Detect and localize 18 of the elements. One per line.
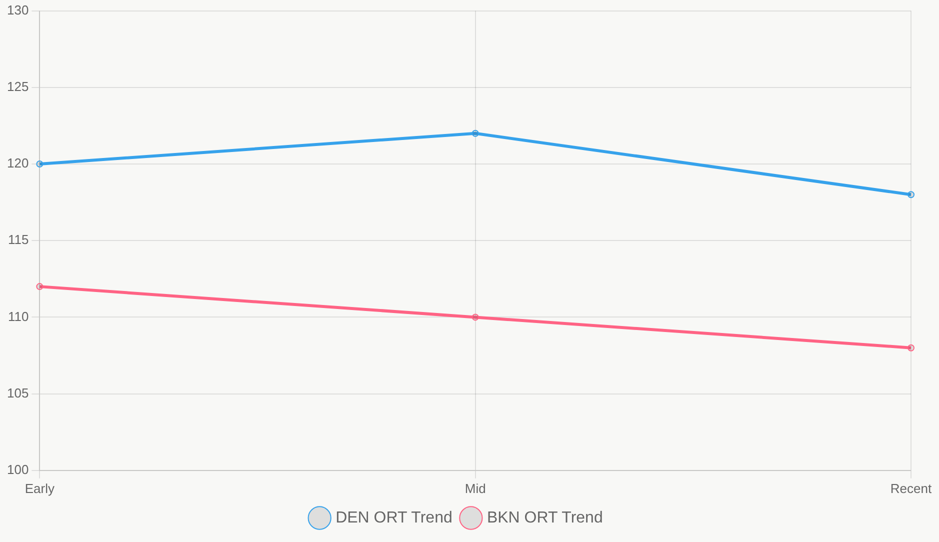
point [908, 344, 914, 352]
y-tick-label: 130 [6, 2, 29, 18]
y-tick-label: 110 [8, 308, 29, 324]
legend-label: BKN ORT Trend [486, 509, 603, 526]
y-tick-label: 120 [6, 156, 29, 171]
x-tick-label: Recent [890, 480, 932, 496]
point [36, 160, 44, 168]
y-tick-label: 100 [6, 462, 29, 477]
x-tick-label: Early [24, 480, 55, 496]
point [908, 191, 914, 198]
point [472, 130, 479, 137]
y-tick-label: 125 [6, 78, 29, 94]
point [472, 314, 479, 321]
y-tick-label: 115 [8, 232, 29, 248]
legend-label: DEN ORT Trend [336, 509, 452, 526]
point [36, 283, 44, 290]
x-tick-label: Mid [464, 480, 486, 496]
y-tick-label: 105 [6, 385, 29, 400]
